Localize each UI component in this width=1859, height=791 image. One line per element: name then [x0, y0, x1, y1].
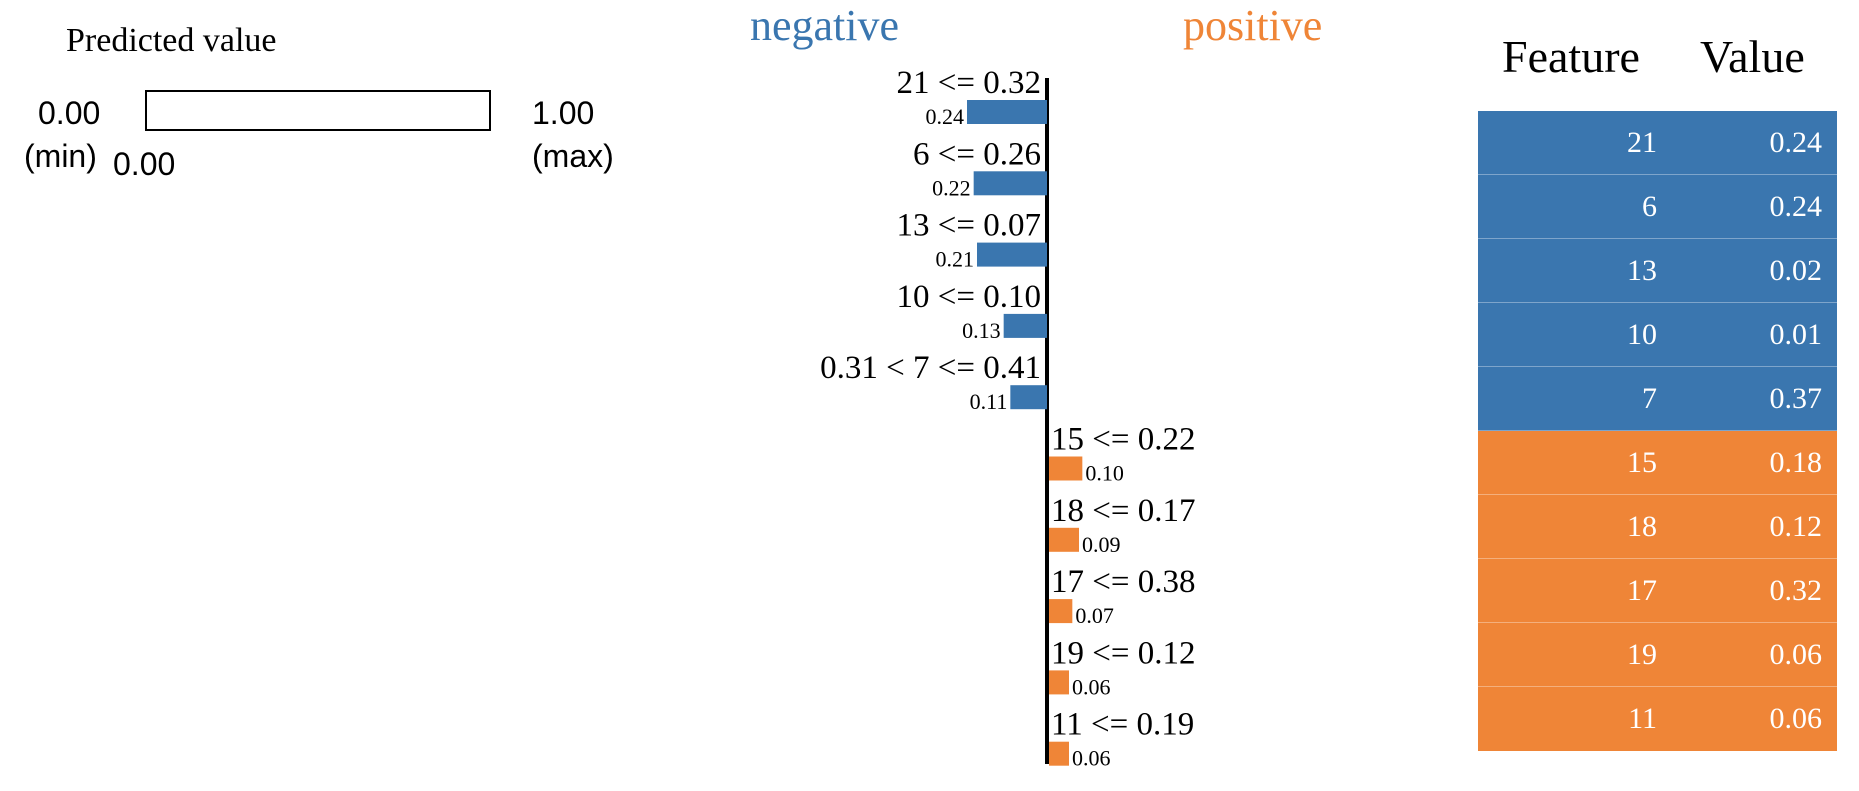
- predicted-max-value: 1.00: [532, 95, 595, 131]
- table-cell-feature: 13: [1627, 254, 1657, 287]
- chart-bar: [1049, 670, 1069, 695]
- chart-bar: [1010, 385, 1047, 410]
- chart-bar: [977, 242, 1047, 267]
- table-header-feature: Feature: [1502, 31, 1640, 82]
- table-cell-feature: 21: [1627, 126, 1657, 159]
- chart-bar: [1049, 456, 1083, 481]
- chart-value-label: 0.10: [1085, 461, 1124, 486]
- chart-bar: [967, 100, 1047, 124]
- feature-table: 21 0.24 6 0.24 13 0.02 10 0.01 7 0.37 15 0.18 18 0.12…: [1478, 111, 1837, 751]
- chart-value-label: 0.09: [1082, 532, 1121, 557]
- chart-value-label: 0.06: [1072, 746, 1111, 771]
- chart-value-label: 0.21: [936, 247, 975, 272]
- predicted-value-title: Predicted value: [66, 22, 277, 59]
- chart-category-label: 15 <= 0.22: [1051, 422, 1195, 458]
- predicted-value-bar: [145, 90, 491, 131]
- chart-category-label: 6 <= 0.26: [913, 136, 1041, 172]
- chart-bar: [1049, 599, 1073, 624]
- predicted-min-label: (min): [24, 138, 97, 174]
- table-cell-value: 0.18: [1769, 446, 1823, 479]
- chart-bar: [1003, 313, 1047, 338]
- table-cell-value: 0.02: [1769, 254, 1823, 287]
- chart-bar: [973, 171, 1047, 196]
- chart-value-label: 0.24: [926, 104, 965, 129]
- table-cell-value: 0.01: [1769, 318, 1823, 351]
- predicted-min-value: 0.00: [38, 95, 101, 131]
- chart-value-label: 0.13: [962, 318, 1001, 343]
- predicted-max-label: (max): [532, 138, 614, 174]
- table-cell-feature: 11: [1628, 702, 1657, 735]
- chart-category-label: 0.31 < 7 <= 0.41: [820, 350, 1041, 386]
- chart-value-label: 0.22: [932, 175, 971, 200]
- table-row: 17 0.32: [1478, 559, 1837, 623]
- chart-value-label: 0.07: [1075, 603, 1114, 628]
- chart-category-label: 11 <= 0.19: [1051, 707, 1194, 743]
- chart-category-label: 13 <= 0.07: [897, 208, 1041, 244]
- table-cell-value: 0.37: [1769, 382, 1823, 415]
- table-row: 7 0.37: [1478, 367, 1837, 431]
- table-cell-feature: 15: [1627, 446, 1657, 479]
- table-cell-value: 0.32: [1769, 574, 1823, 607]
- chart-category-label: 19 <= 0.12: [1051, 635, 1195, 671]
- negative-heading: negative: [750, 1, 900, 50]
- table-cell-value: 0.24: [1769, 190, 1823, 223]
- table-cell-value: 0.06: [1769, 638, 1823, 671]
- chart-category-label: 10 <= 0.10: [897, 279, 1041, 315]
- table-header-value: Value: [1700, 31, 1805, 82]
- table-cell-feature: 6: [1642, 190, 1657, 223]
- table-row: 19 0.06: [1478, 623, 1837, 687]
- chart-bar: [1049, 741, 1069, 766]
- table-cell-feature: 19: [1627, 638, 1657, 671]
- positive-heading: positive: [1183, 1, 1323, 50]
- table-row: 10 0.01: [1478, 303, 1837, 367]
- table-cell-feature: 7: [1642, 382, 1657, 415]
- chart-bar: [1049, 527, 1079, 552]
- table-row: 6 0.24: [1478, 175, 1837, 239]
- table-cell-value: 0.24: [1769, 126, 1823, 159]
- table-row: 15 0.18: [1478, 431, 1837, 495]
- table-row: 21 0.24: [1478, 111, 1837, 175]
- chart-category-label: 18 <= 0.17: [1051, 493, 1195, 529]
- table-row: 11 0.06: [1478, 687, 1837, 751]
- table-row: 18 0.12: [1478, 495, 1837, 559]
- chart-value-label: 0.06: [1072, 674, 1111, 699]
- table-cell-value: 0.12: [1769, 510, 1823, 543]
- predicted-current-value: 0.00: [113, 146, 176, 182]
- chart-category-label: 17 <= 0.38: [1051, 564, 1195, 600]
- table-row: 13 0.02: [1478, 239, 1837, 303]
- table-cell-value: 0.06: [1769, 702, 1823, 735]
- chart-value-label: 0.11: [970, 389, 1008, 414]
- table-cell-feature: 10: [1627, 318, 1657, 351]
- table-cell-feature: 17: [1627, 574, 1657, 607]
- chart-category-label: 21 <= 0.32: [897, 65, 1041, 101]
- table-cell-feature: 18: [1627, 510, 1657, 543]
